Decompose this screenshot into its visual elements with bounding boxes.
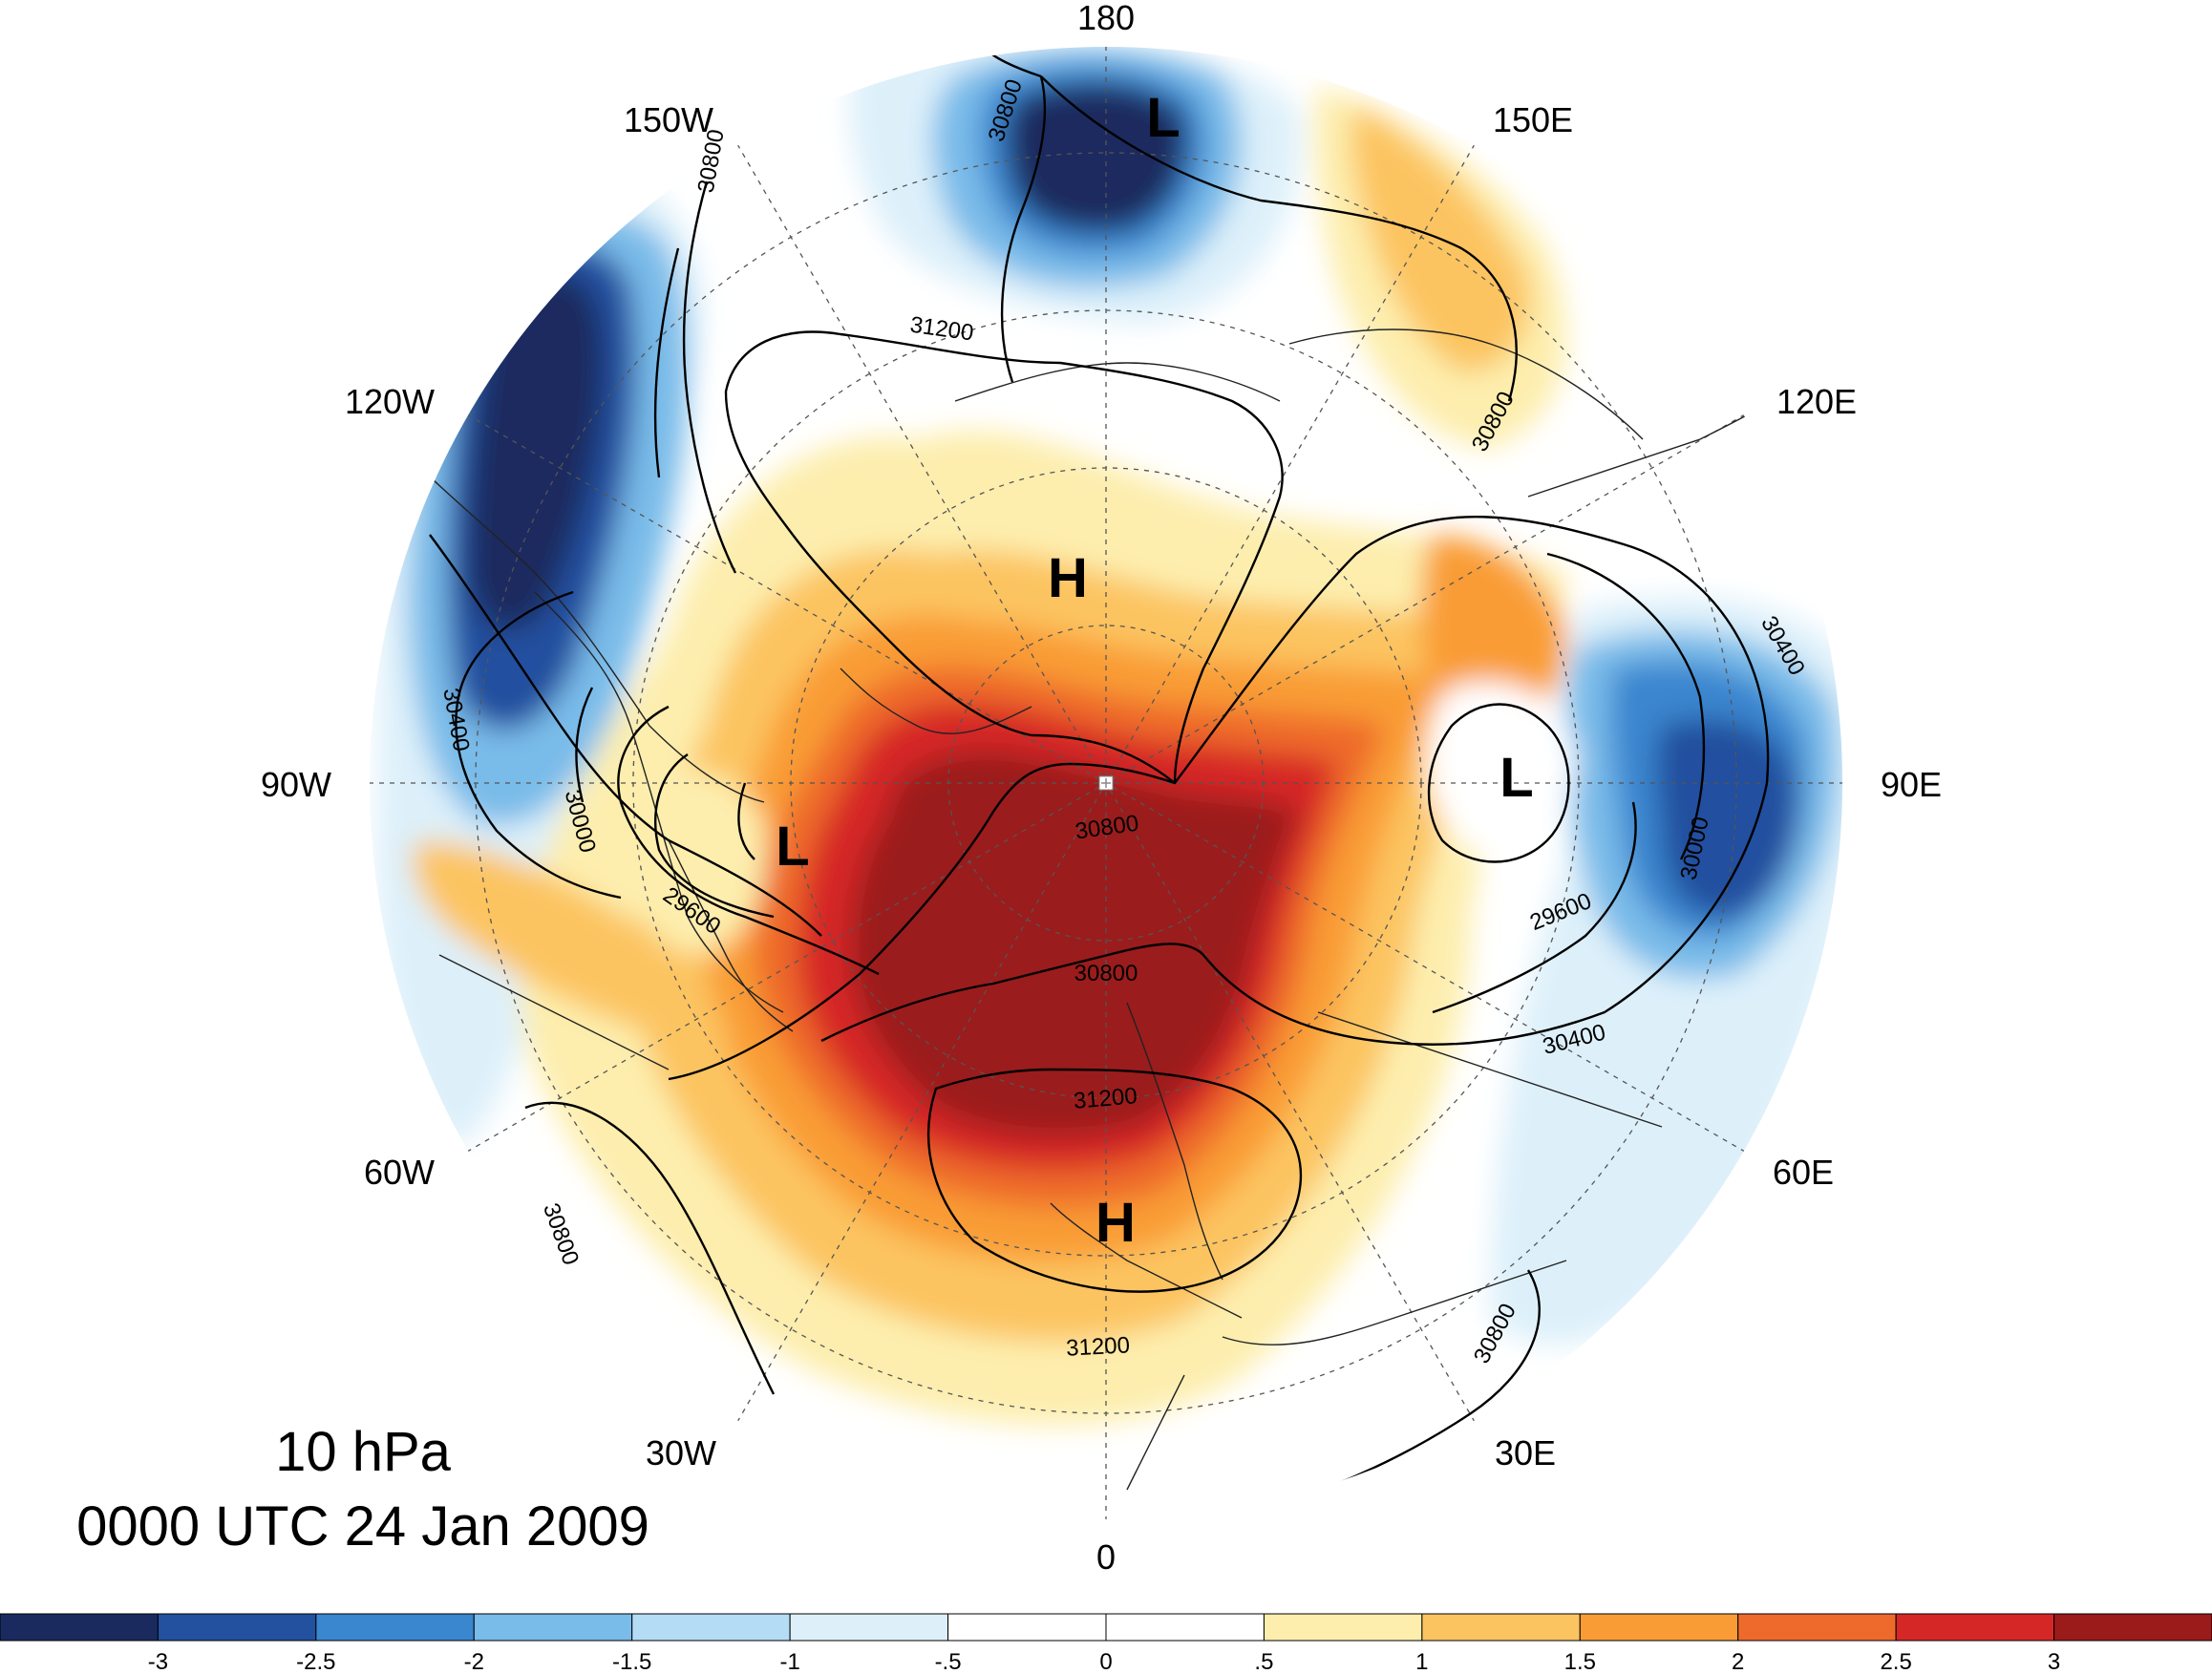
north-pole-marker [1098, 775, 1114, 791]
colorbar-tick-label: -1.5 [612, 1649, 651, 1674]
high-center-label: H [1048, 547, 1088, 609]
colorbar-swatch [947, 1613, 1107, 1642]
meridian-label-120w: 120W [345, 382, 435, 421]
colorbar-swatch [1895, 1613, 2055, 1642]
valid-time: 0000 UTC 24 Jan 2009 [76, 1495, 649, 1557]
coastlines [410, 328, 1797, 1491]
meridian-label-150e: 150E [1493, 100, 1573, 139]
colorbar-swatch [631, 1613, 791, 1642]
meridian-label-0: 0 [1096, 1537, 1116, 1577]
colorbar-tick-label: .5 [1254, 1649, 1273, 1674]
colorbar-tick-label: -2 [464, 1649, 484, 1674]
meridian-label-120e: 120E [1776, 382, 1857, 421]
colorbar-tick-label: 0 [1099, 1649, 1112, 1674]
colorbar-tick-label: 2 [1732, 1649, 1744, 1674]
low-center-label: L [776, 816, 809, 878]
colorbar-swatch [1737, 1613, 1897, 1642]
colorbar-tick-label: -1 [779, 1649, 799, 1674]
colorbar-swatch [2053, 1613, 2212, 1642]
caption: 10 hPa 0000 UTC 24 Jan 2009 [76, 1421, 649, 1557]
meridian-label-30w: 30W [646, 1433, 716, 1473]
colorbar-tick-label: 2.5 [1880, 1649, 1911, 1674]
meridian-labels: 180 150W 150E 120W 120E 90W 90E 60W 60E … [261, 0, 1942, 1577]
meridian-label-60e: 60E [1773, 1153, 1834, 1192]
pressure-level: 10 hPa [275, 1421, 452, 1483]
low-center-label: L [1499, 747, 1533, 809]
colorbar: -3 -2.5 -2 -1.5 -1 -.5 0 .5 1 1.5 2 2.5 3 [0, 1613, 2212, 1674]
colorbar-swatch [1579, 1613, 1739, 1642]
colorbar-swatch [789, 1613, 949, 1642]
meridian-label-150w: 150W [624, 100, 713, 139]
colorbar-tick-label: 3 [2048, 1649, 2060, 1674]
contour-label: 31200 [1066, 1332, 1131, 1361]
high-center-label: H [1095, 1192, 1136, 1254]
colorbar-tick-label: 1.5 [1564, 1649, 1596, 1674]
meridian-label-180: 180 [1077, 0, 1135, 37]
colorbar-swatch [157, 1613, 317, 1642]
colorbar-swatch [473, 1613, 633, 1642]
colorbar-swatch [1105, 1613, 1265, 1642]
meridian-label-60w: 60W [364, 1153, 435, 1192]
contour-label: 31200 [1073, 1083, 1138, 1114]
colorbar-swatch [315, 1613, 475, 1642]
colorbar-tick-label: -3 [148, 1649, 168, 1674]
colorbar-tick-label: -.5 [935, 1649, 962, 1674]
low-center-label: L [1146, 87, 1180, 149]
pressure-centers: L L L H H [776, 87, 1533, 1254]
colorbar-tick-label: 1 [1415, 1649, 1428, 1674]
meridian-label-30e: 30E [1495, 1433, 1556, 1473]
meridian-label-90e: 90E [1881, 765, 1942, 804]
colorbar-swatch [1263, 1613, 1423, 1642]
colorbar-swatch [1421, 1613, 1581, 1642]
colorbar-tick-label: -2.5 [296, 1649, 335, 1674]
colorbar-swatch [0, 1613, 159, 1642]
contour-label: 30800 [1074, 961, 1138, 986]
globe-outline [368, 45, 1844, 1521]
anomaly-field [369, 46, 1843, 1520]
meridian-label-90w: 90W [261, 765, 331, 804]
